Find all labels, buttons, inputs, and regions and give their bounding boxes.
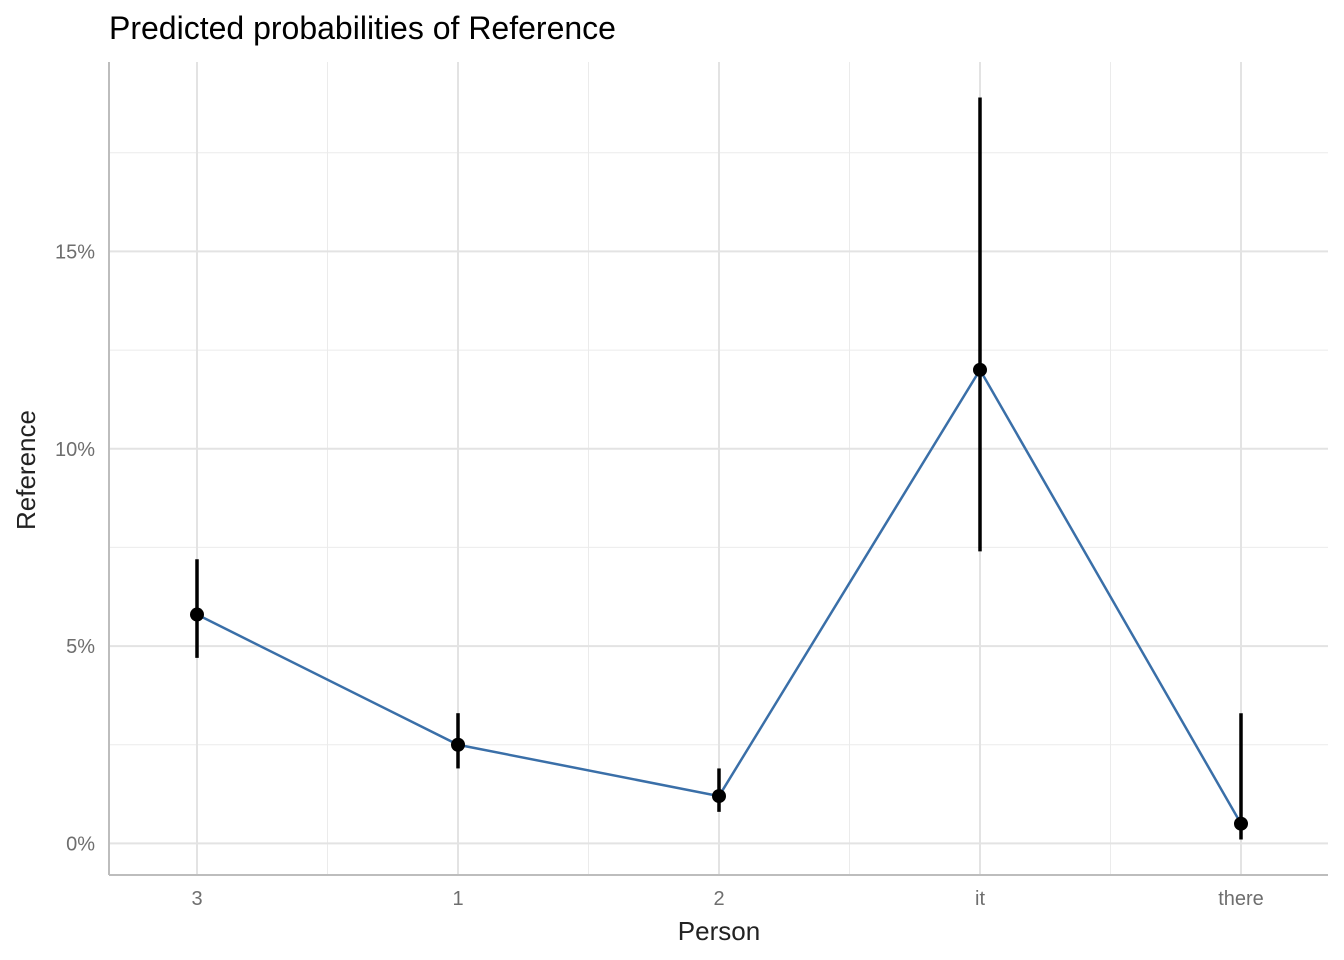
y-tick-label: 5% <box>66 636 95 658</box>
data-points <box>190 362 1248 831</box>
data-point <box>1234 816 1248 831</box>
y-tick-label: 0% <box>66 833 95 855</box>
x-tick-label: it <box>975 888 985 910</box>
y-tick-label: 10% <box>55 439 95 461</box>
grid-major <box>109 62 1328 875</box>
x-tick-labels: 3 1 2 it there <box>191 888 1263 910</box>
x-axis-title: Person <box>678 916 760 946</box>
data-point <box>712 789 726 804</box>
data-point <box>451 737 465 752</box>
x-tick-label: there <box>1218 888 1264 910</box>
x-tick-label: 3 <box>191 888 202 910</box>
x-tick-label: 2 <box>713 888 724 910</box>
y-tick-label: 15% <box>55 241 95 263</box>
x-tick-label: 1 <box>452 888 463 910</box>
data-point <box>973 362 987 377</box>
data-point <box>190 607 204 622</box>
y-axis-title: Reference <box>11 410 41 530</box>
chart-title: Predicted probabilities of Reference <box>109 10 616 46</box>
y-tick-labels: 0% 5% 10% 15% <box>55 241 95 855</box>
